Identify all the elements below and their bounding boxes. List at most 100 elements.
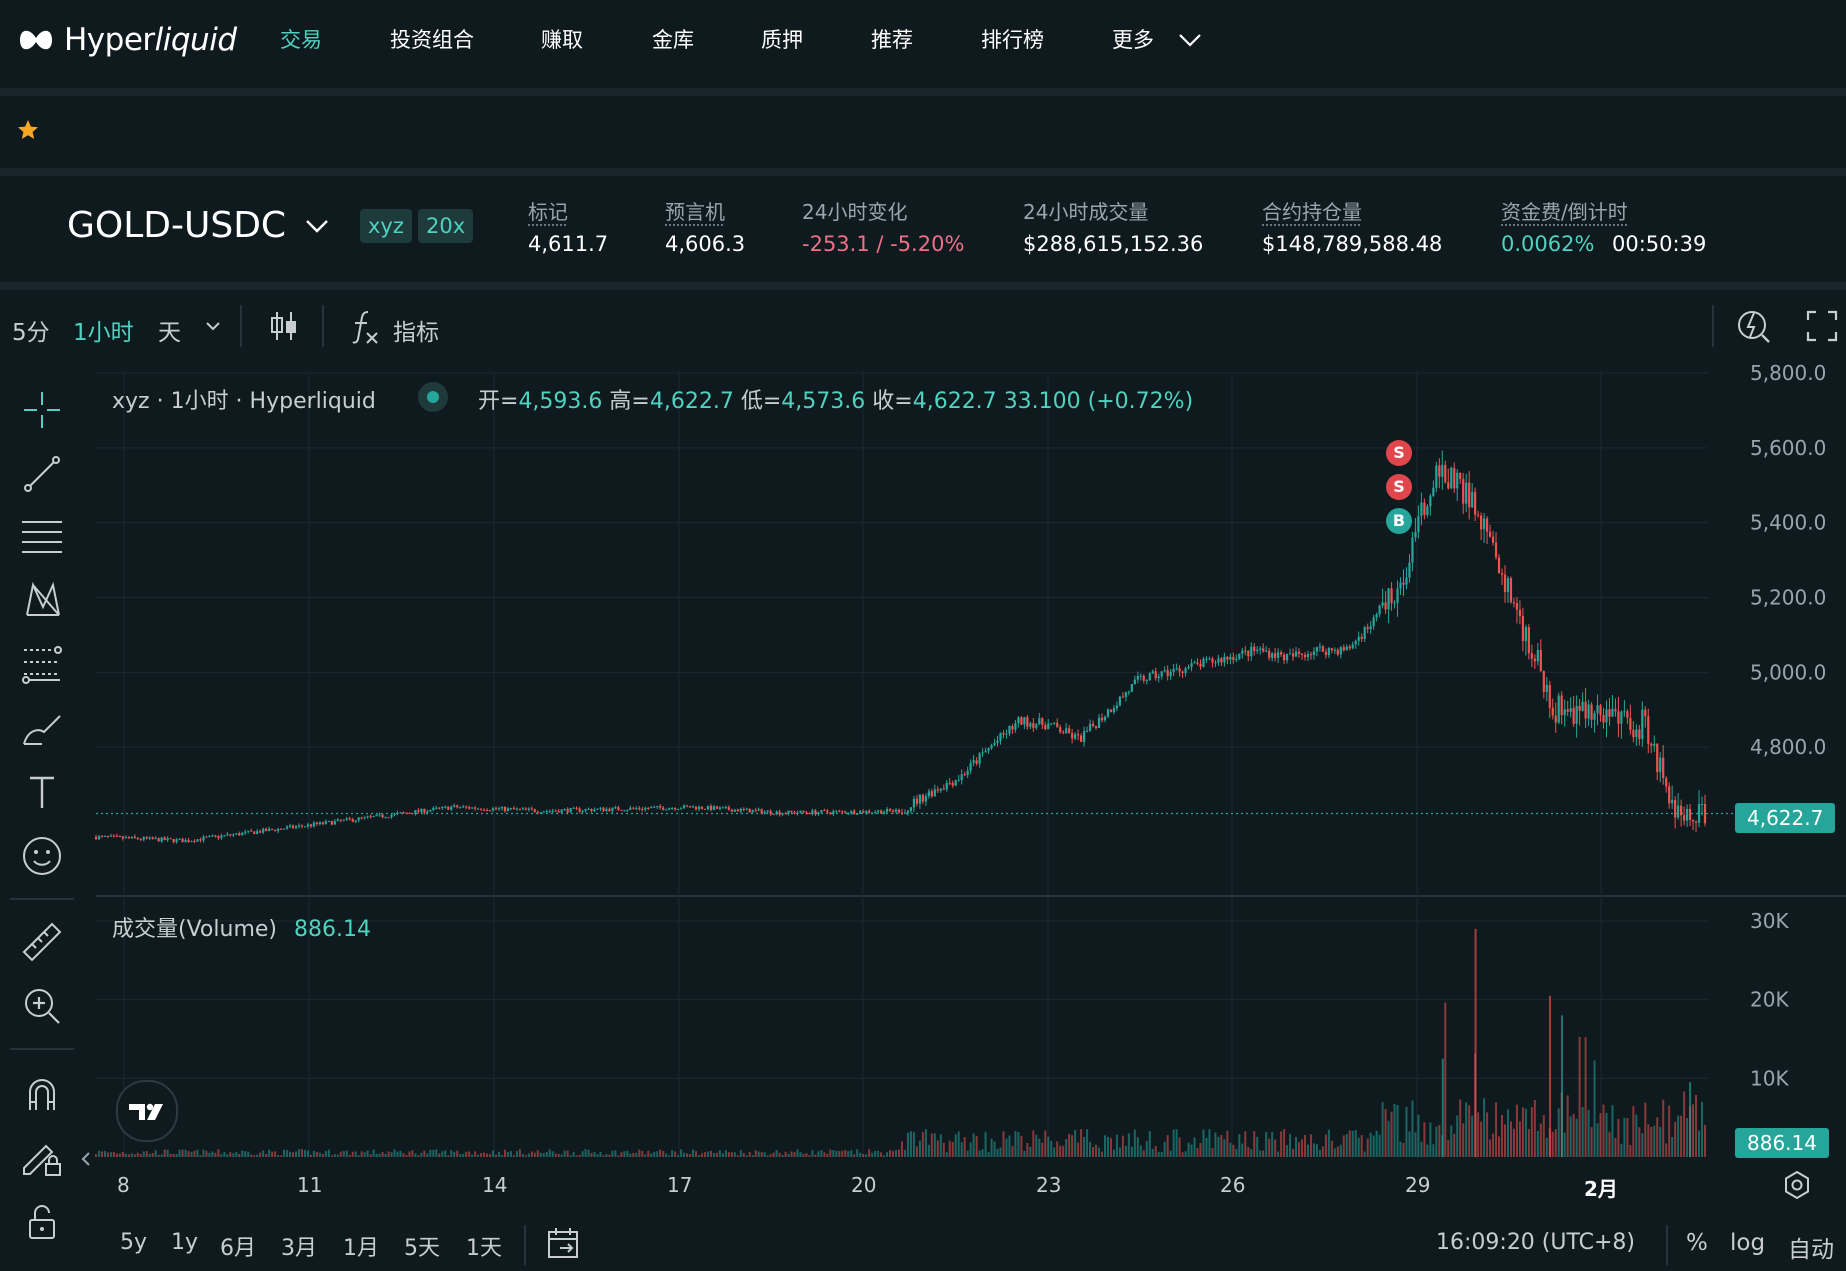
candle-body xyxy=(939,788,942,791)
function-icon[interactable] xyxy=(350,309,380,345)
volume-bar xyxy=(1127,1133,1130,1157)
chevron-down-icon[interactable] xyxy=(204,318,222,334)
candles-icon[interactable] xyxy=(268,308,300,344)
auto-scale-toggle[interactable]: 自动 xyxy=(1788,1237,1834,1263)
tradingview-icon xyxy=(129,1103,163,1120)
candle-body xyxy=(1539,649,1542,671)
volume-bar xyxy=(1471,1115,1474,1157)
candle-body xyxy=(1566,709,1569,712)
nav-earn[interactable]: 赚取 xyxy=(541,28,583,52)
brand-logo[interactable]: Hyperliquid xyxy=(18,20,237,60)
candle-body xyxy=(1468,482,1471,508)
nav-portfolio[interactable]: 投资组合 xyxy=(390,28,474,52)
lock-tool[interactable] xyxy=(18,1198,66,1246)
candle-body xyxy=(871,812,874,814)
range-5y[interactable]: 5y xyxy=(120,1230,148,1255)
alert-flash-icon[interactable] xyxy=(1736,307,1772,345)
volume-bar xyxy=(259,1152,262,1157)
candle-body xyxy=(1127,691,1130,693)
fullscreen-icon[interactable] xyxy=(1806,310,1838,342)
nav-trade[interactable]: 交易 xyxy=(280,28,322,52)
nav-staking[interactable]: 质押 xyxy=(761,28,803,52)
collapse-arrow-icon[interactable] xyxy=(80,1150,92,1168)
volume-bar xyxy=(1581,1107,1584,1157)
candle-body xyxy=(1154,671,1157,679)
market-header xyxy=(0,176,1846,290)
emoji-tool[interactable] xyxy=(18,832,66,880)
crosshair-tool[interactable] xyxy=(18,386,66,434)
candle-body xyxy=(1288,653,1292,655)
volume-bar xyxy=(1602,1104,1605,1157)
range-5d[interactable]: 5天 xyxy=(404,1236,440,1261)
candle-body xyxy=(324,821,327,824)
volume-bar xyxy=(1271,1132,1274,1157)
nav-more[interactable]: 更多 xyxy=(1112,28,1154,52)
brush-tool[interactable] xyxy=(18,706,66,754)
candle-body xyxy=(1053,722,1056,724)
tradingview-logo[interactable] xyxy=(116,1080,178,1142)
nav-referral[interactable]: 推荐 xyxy=(871,28,913,52)
calendar-goto-icon[interactable] xyxy=(546,1226,582,1260)
candle-body xyxy=(1426,506,1429,516)
volume-bar xyxy=(835,1150,838,1157)
candle-body xyxy=(930,791,933,797)
log-scale-toggle[interactable]: log xyxy=(1730,1230,1766,1256)
volume-bar xyxy=(315,1151,318,1157)
pair-selector[interactable]: GOLD-USDC xyxy=(67,205,287,246)
candle-body xyxy=(453,805,456,807)
volume-bar xyxy=(1154,1146,1157,1157)
volume-bar xyxy=(1456,1115,1459,1157)
fib-tool[interactable] xyxy=(18,640,66,688)
volume-bar xyxy=(1390,1111,1393,1157)
trendline-tool[interactable] xyxy=(18,450,66,498)
star-icon[interactable] xyxy=(16,118,40,142)
candle-body xyxy=(1599,705,1602,716)
horizontal-lines-tool[interactable] xyxy=(18,512,66,560)
range-1d[interactable]: 1天 xyxy=(466,1236,502,1261)
candle-body xyxy=(268,828,271,832)
range-6m[interactable]: 6月 xyxy=(220,1236,256,1261)
candle-body xyxy=(1166,670,1169,677)
range-1y[interactable]: 1y xyxy=(171,1230,199,1255)
candle-body xyxy=(1011,725,1014,730)
nav-vaults[interactable]: 金库 xyxy=(652,28,694,52)
volume-bar xyxy=(1041,1142,1044,1157)
volume-bar xyxy=(483,1152,486,1157)
volume-bar xyxy=(1650,1126,1653,1157)
candle-body xyxy=(623,810,626,812)
candle-body xyxy=(279,828,283,830)
timeframe-5m[interactable]: 5分 xyxy=(12,320,50,346)
timeframe-1d[interactable]: 天 xyxy=(158,320,181,346)
candle-body xyxy=(1088,723,1092,731)
chevron-down-icon[interactable] xyxy=(304,215,330,237)
volume-bar xyxy=(775,1150,778,1157)
text-tool[interactable] xyxy=(18,768,66,816)
zoom-tool[interactable] xyxy=(18,982,66,1030)
buy-marker[interactable]: B xyxy=(1386,508,1412,534)
chart-settings-gear-icon[interactable] xyxy=(1782,1170,1812,1200)
chart-clock[interactable]: 16:09:20 (UTC+8) xyxy=(1436,1230,1636,1255)
candle-body xyxy=(912,798,916,808)
lock-drawing-tool[interactable] xyxy=(18,1132,66,1180)
candle-body xyxy=(1235,658,1238,661)
chevron-down-icon[interactable] xyxy=(1178,30,1202,50)
sell-marker[interactable]: S xyxy=(1386,440,1412,466)
ruler-tool[interactable] xyxy=(18,918,66,966)
indicators-button[interactable]: 指标 xyxy=(393,320,439,346)
volume-bar xyxy=(423,1150,426,1157)
nav-leaderboard[interactable]: 排行榜 xyxy=(981,28,1044,52)
magnet-tool[interactable] xyxy=(18,1070,66,1118)
candle-body xyxy=(805,812,808,814)
range-3m[interactable]: 3月 xyxy=(281,1236,317,1261)
candle-body xyxy=(259,831,262,833)
volume-bar xyxy=(247,1151,250,1157)
candle-body xyxy=(1193,662,1196,664)
pattern-tool[interactable] xyxy=(18,576,66,624)
timeframe-1h[interactable]: 1小时 xyxy=(73,320,134,346)
sell-marker[interactable]: S xyxy=(1386,474,1412,500)
range-1m[interactable]: 1月 xyxy=(343,1236,379,1261)
candle-body xyxy=(1572,708,1575,724)
percent-scale-toggle[interactable]: % xyxy=(1686,1230,1708,1256)
crosshair-icon xyxy=(24,392,60,428)
